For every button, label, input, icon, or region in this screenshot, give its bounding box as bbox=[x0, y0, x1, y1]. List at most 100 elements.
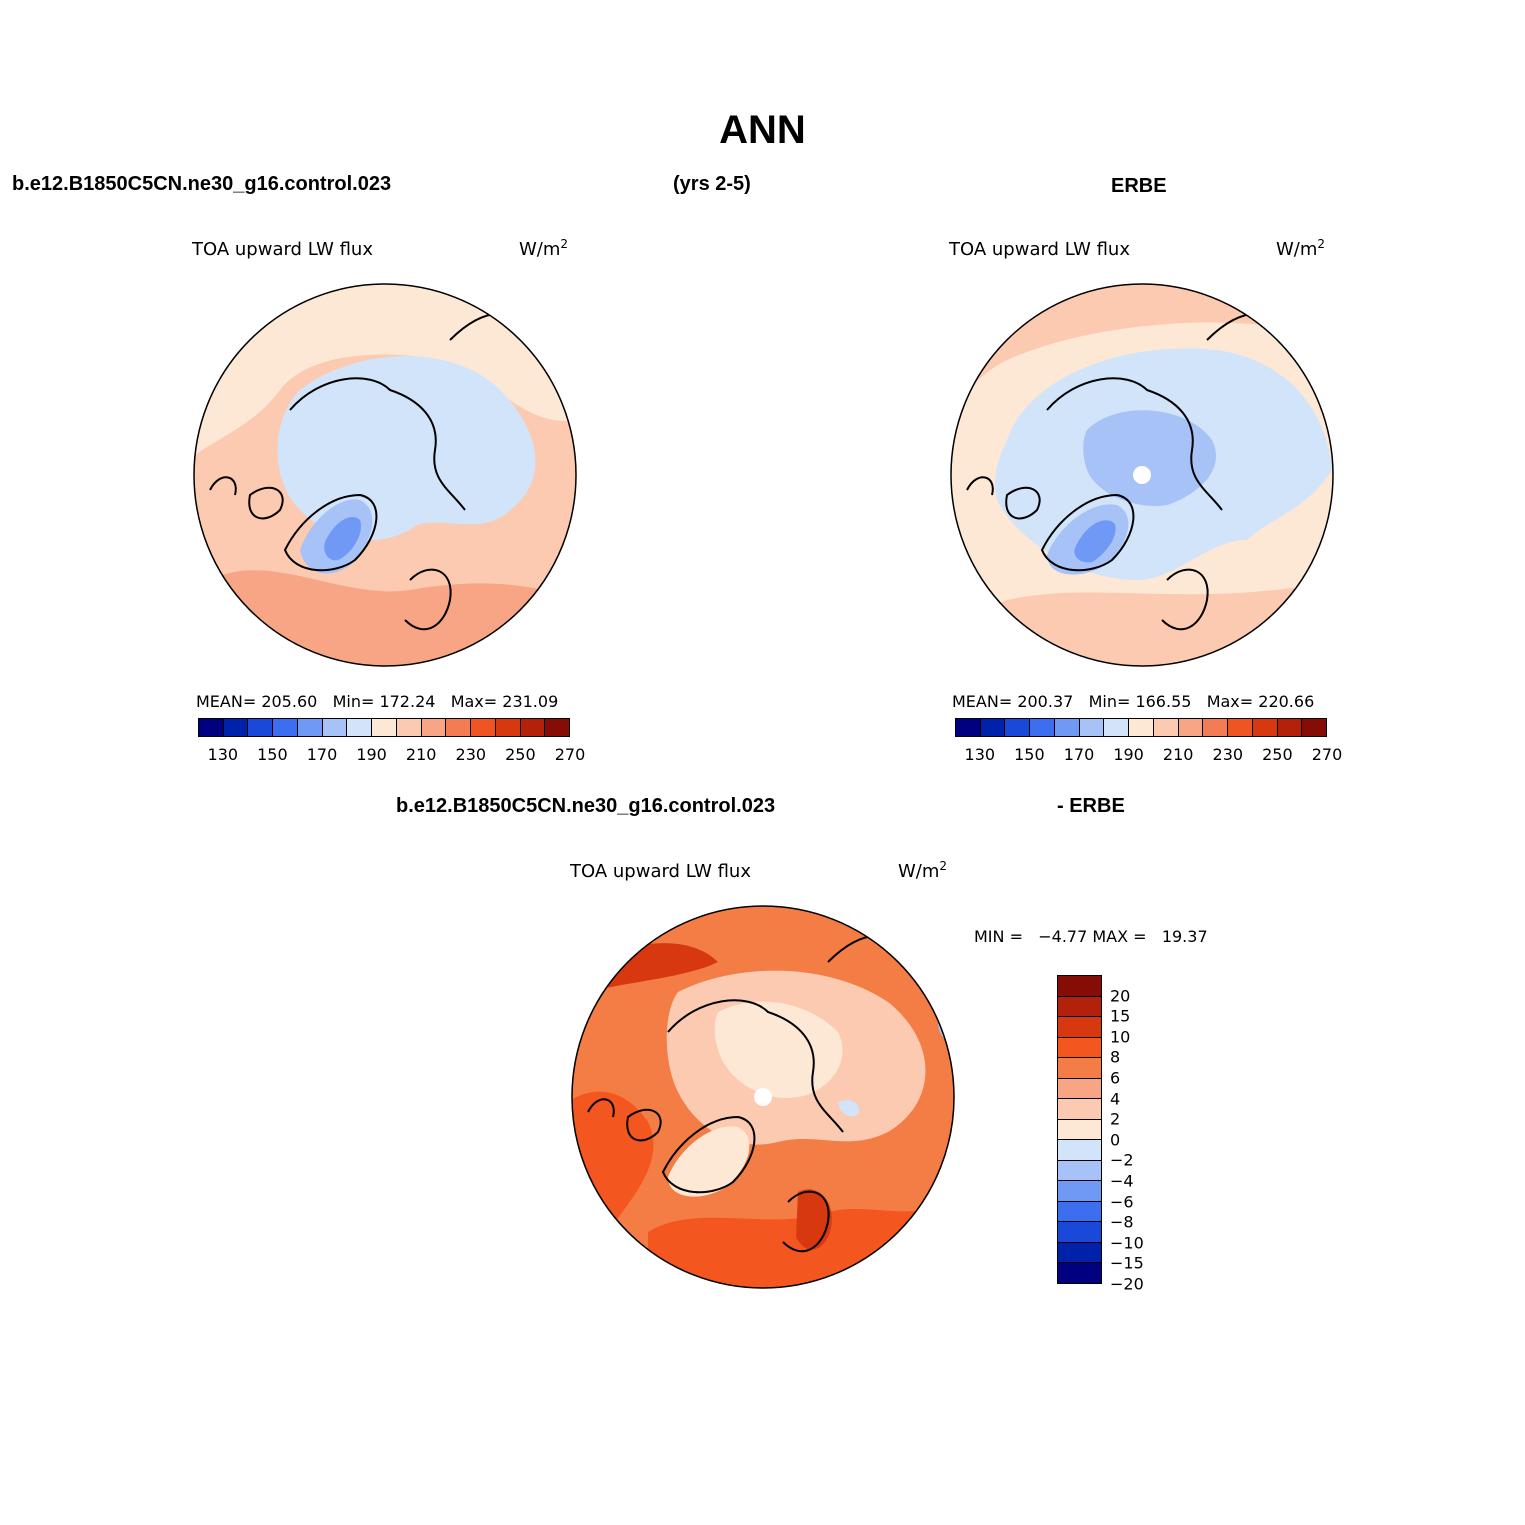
colorbar-swatch bbox=[1058, 1263, 1101, 1283]
colorbar-tick-label: 210 bbox=[405, 745, 437, 764]
colorbar-swatch bbox=[980, 719, 1006, 736]
main-title: ANN bbox=[719, 108, 806, 152]
panel-obs-map bbox=[950, 283, 1334, 667]
colorbar-swatch bbox=[1203, 719, 1229, 736]
colorbar-swatch bbox=[1058, 1222, 1101, 1243]
panel-diff-title-left: b.e12.B1850C5CN.ne30_g16.control.023 bbox=[396, 795, 776, 817]
colorbar-swatch bbox=[1058, 996, 1101, 1018]
colorbar-swatch bbox=[1129, 719, 1154, 736]
colorbar-tick-label: −6 bbox=[1110, 1192, 1134, 1212]
field-arctic bbox=[277, 356, 536, 541]
colorbar-diff bbox=[1057, 975, 1102, 1284]
panel-model-units: W/m2 bbox=[519, 237, 568, 260]
colorbar-tick-label: 170 bbox=[1063, 745, 1095, 764]
colorbar-swatch bbox=[520, 719, 546, 736]
field-greenland bbox=[668, 1126, 750, 1197]
colorbar-swatch bbox=[1153, 719, 1179, 736]
colorbar-tick-label: 270 bbox=[554, 745, 586, 764]
colorbar-swatch bbox=[1104, 719, 1130, 736]
coastlines bbox=[209, 312, 511, 631]
colorbar-swatch bbox=[421, 719, 447, 736]
colorbar-tick-label: 190 bbox=[356, 745, 387, 764]
colorbar-swatch bbox=[1058, 1181, 1101, 1202]
colorbar-obs bbox=[955, 718, 1327, 737]
colorbar-swatch bbox=[1058, 1037, 1101, 1059]
colorbar-tick-label: 4 bbox=[1110, 1089, 1121, 1109]
colorbar-swatch bbox=[495, 719, 521, 736]
colorbar-tick-label: 10 bbox=[1110, 1027, 1131, 1047]
years-label: (yrs 2-5) bbox=[673, 173, 751, 195]
panel-model-stats: MEAN= 205.60 Min= 172.24 Max= 231.09 bbox=[196, 692, 559, 711]
colorbar-swatch bbox=[545, 719, 570, 736]
colorbar-swatch bbox=[396, 719, 422, 736]
units-base: W/m bbox=[898, 861, 940, 882]
field-neg bbox=[838, 1100, 859, 1117]
field-arctic-core bbox=[1083, 410, 1216, 506]
panel-diff-title-right: - ERBE bbox=[1057, 795, 1125, 817]
colorbar-swatch bbox=[1058, 1242, 1101, 1264]
colorbar-swatch bbox=[273, 719, 298, 736]
colorbar-swatch bbox=[1005, 719, 1031, 736]
colorbar-swatch bbox=[956, 719, 981, 736]
colorbar-tick-label: 2 bbox=[1110, 1109, 1121, 1129]
colorbar-tick-label: 20 bbox=[1110, 986, 1131, 1006]
panel-diff-map bbox=[571, 905, 955, 1289]
colorbar-tick-label: −4 bbox=[1110, 1171, 1134, 1191]
field-greenland-core bbox=[1074, 520, 1116, 563]
colorbar-tick-label: 0 bbox=[1110, 1130, 1121, 1150]
colorbar-tick-label: 230 bbox=[455, 745, 487, 764]
colorbar-tick-label: −10 bbox=[1110, 1233, 1144, 1253]
colorbar-swatch bbox=[1277, 719, 1303, 736]
panel-obs-stats: MEAN= 200.37 Min= 166.55 Max= 220.66 bbox=[952, 692, 1315, 711]
colorbar-swatch bbox=[1058, 1017, 1101, 1038]
colorbar-swatch bbox=[1058, 1160, 1101, 1182]
colorbar-swatch bbox=[1252, 719, 1278, 736]
colorbar-swatch bbox=[248, 719, 274, 736]
colorbar-swatch bbox=[1030, 719, 1055, 736]
coastlines bbox=[587, 934, 889, 1253]
colorbar-swatch bbox=[1228, 719, 1253, 736]
colorbar-swatch bbox=[223, 719, 249, 736]
panel-model-variable: TOA upward LW flux bbox=[192, 239, 373, 260]
colorbar-tick-label: 15 bbox=[1110, 1006, 1131, 1026]
units-base: W/m bbox=[1276, 239, 1318, 260]
colorbar-tick-label: 150 bbox=[257, 745, 288, 764]
missing-data-pole bbox=[1133, 466, 1151, 484]
colorbar-swatch bbox=[347, 719, 373, 736]
colorbar-swatch bbox=[199, 719, 224, 736]
colorbar-tick-label: −15 bbox=[1110, 1253, 1144, 1273]
colorbar-swatch bbox=[1178, 719, 1204, 736]
colorbar-tick-label: 130 bbox=[207, 745, 239, 764]
case-name-label: b.e12.B1850C5CN.ne30_g16.control.023 bbox=[12, 173, 392, 195]
colorbar-diff-ticks: 20 15 10 8 6 4 2 0 −2 −4 −6 −8 −10 −15 −20 bbox=[1110, 975, 1170, 1293]
colorbar-swatch bbox=[322, 719, 348, 736]
colorbar-swatch bbox=[1058, 1119, 1101, 1141]
colorbar-tick-label: 230 bbox=[1212, 745, 1244, 764]
field-band bbox=[194, 284, 576, 460]
field-band bbox=[796, 1189, 832, 1250]
colorbar-tick-label: −2 bbox=[1110, 1150, 1134, 1170]
colorbar-tick-label: 170 bbox=[306, 745, 338, 764]
field-center-core bbox=[714, 1001, 843, 1098]
colorbar-swatch bbox=[1058, 1078, 1101, 1100]
panel-diff-variable: TOA upward LW flux bbox=[570, 861, 751, 882]
colorbar-tick-label: 250 bbox=[505, 745, 536, 764]
panel-diff-stats: MIN = −4.77 MAX = 19.37 bbox=[974, 927, 1208, 946]
colorbar-tick-label: −20 bbox=[1110, 1274, 1144, 1294]
colorbar-tick-label: 210 bbox=[1162, 745, 1194, 764]
colorbar-tick-label: 250 bbox=[1262, 745, 1293, 764]
panel-model-map bbox=[193, 283, 577, 667]
colorbar-swatch bbox=[446, 719, 472, 736]
colorbar-swatch bbox=[1058, 1140, 1101, 1161]
units-exp: 2 bbox=[1317, 237, 1326, 251]
colorbar-tick-label: 8 bbox=[1110, 1047, 1121, 1067]
colorbar-swatch bbox=[471, 719, 496, 736]
units-base: W/m bbox=[519, 239, 561, 260]
field-greenland-core bbox=[324, 516, 361, 561]
colorbar-swatch bbox=[1302, 719, 1327, 736]
colorbar-swatch bbox=[372, 719, 397, 736]
colorbar-swatch bbox=[1058, 1099, 1101, 1120]
colorbar-swatch bbox=[1058, 1058, 1101, 1079]
colorbar-tick-label: 150 bbox=[1014, 745, 1045, 764]
units-exp: 2 bbox=[939, 859, 948, 873]
